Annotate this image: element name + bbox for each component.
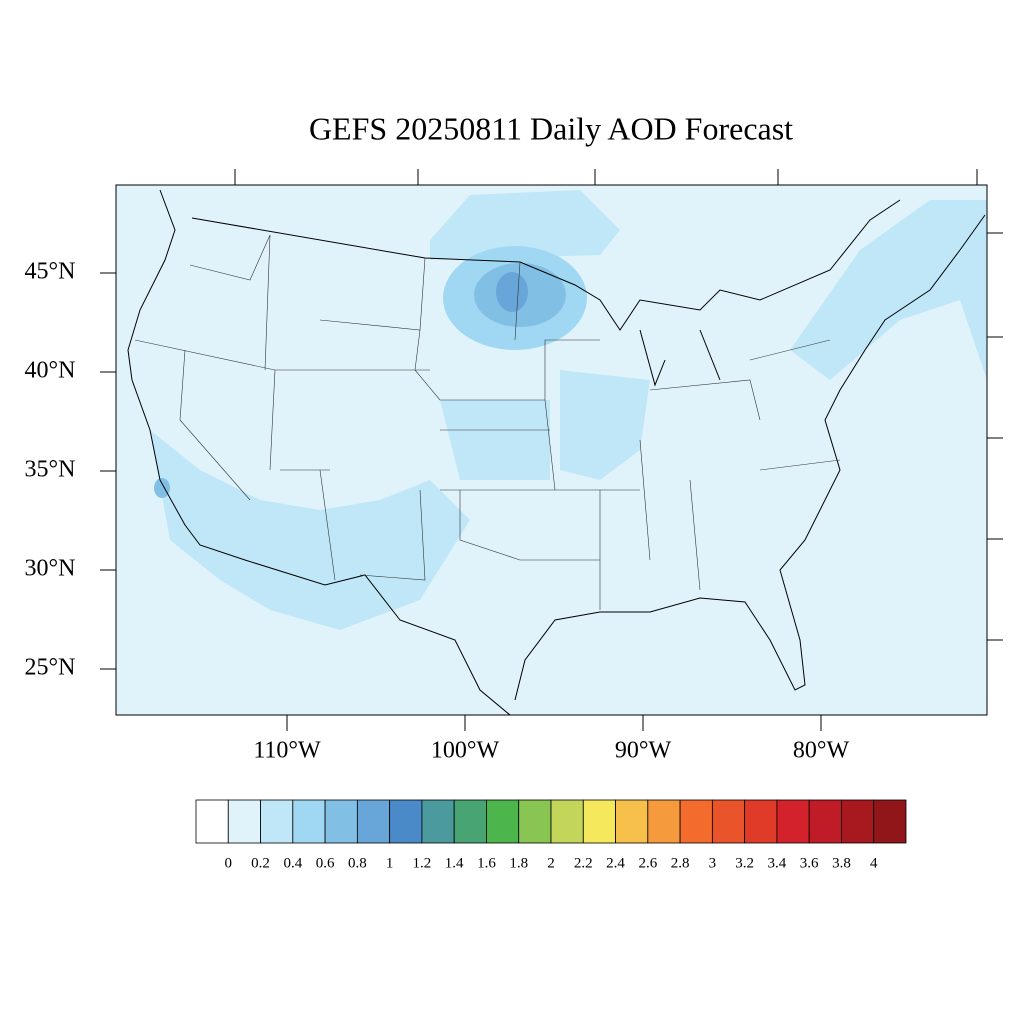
- colorbar-label: 2.4: [606, 855, 625, 871]
- map-frame: [115, 184, 988, 716]
- colorbar-label: 0.6: [316, 855, 335, 871]
- colorbar-box: [195, 799, 229, 844]
- colorbar-box: [744, 799, 778, 844]
- aod-region-high: [154, 478, 170, 498]
- colorbar-label: 4: [870, 855, 878, 871]
- colorbar-box: [550, 799, 584, 844]
- colorbar-box: [873, 799, 907, 844]
- lon-label: 100°W: [431, 738, 500, 764]
- lat-label: 30°N: [25, 556, 76, 582]
- colorbar-box: [486, 799, 520, 844]
- colorbar-label: 3: [709, 855, 717, 871]
- colorbar-box: [647, 799, 681, 844]
- colorbar-box: [389, 799, 423, 844]
- frame-ticks: [234, 169, 1003, 641]
- colorbar-box: [808, 799, 842, 844]
- colorbar-label: 3.4: [768, 855, 787, 871]
- colorbar-box: [453, 799, 487, 844]
- lat-label: 35°N: [25, 457, 76, 483]
- lon-label: 110°W: [253, 738, 321, 764]
- colorbar-box: [260, 799, 294, 844]
- colorbar-label: 2.2: [574, 855, 593, 871]
- state-boundaries: [134, 234, 841, 610]
- colorbar-box: [356, 799, 391, 844]
- lat-label: 40°N: [25, 358, 76, 384]
- lon-label: 90°W: [615, 738, 672, 764]
- aod-region-peak: [496, 272, 528, 312]
- colorbar-label: 3.8: [832, 855, 851, 871]
- colorbar-label: 1.6: [477, 855, 496, 871]
- lon-label: 80°W: [793, 738, 850, 764]
- map-area: [115, 169, 1003, 716]
- colorbar-box: [841, 799, 875, 844]
- colorbar-label: 2: [547, 855, 555, 871]
- colorbar-label: 0.8: [348, 855, 367, 871]
- colorbar-label: 1.4: [445, 855, 464, 871]
- colorbar-label: 0.4: [283, 855, 302, 871]
- coastline: [127, 189, 986, 716]
- colorbar-box: [711, 799, 746, 844]
- colorbar-label: 0: [225, 855, 233, 871]
- colorbar-box: [582, 799, 616, 844]
- colorbar-label: 1.2: [413, 855, 432, 871]
- colorbar-box: [679, 799, 713, 844]
- colorbar-label: 3.6: [800, 855, 819, 871]
- colorbar-box: [292, 799, 326, 844]
- colorbar-label: 3.2: [735, 855, 754, 871]
- colorbar-box: [227, 799, 261, 844]
- map-title: GEFS 20250811 Daily AOD Forecast: [309, 110, 793, 146]
- lat-label: 25°N: [25, 655, 76, 681]
- aod-region-low: [150, 190, 987, 630]
- colorbar-box: [615, 799, 649, 844]
- colorbar-label: 1.8: [509, 855, 528, 871]
- colorbar-label: 2.8: [671, 855, 690, 871]
- lat-label: 45°N: [25, 259, 76, 285]
- colorbar-box: [324, 799, 358, 844]
- colorbar-label: 1: [386, 855, 394, 871]
- colorbar-box: [518, 799, 552, 844]
- colorbar-label: 0.2: [251, 855, 270, 871]
- colorbar-box: [421, 799, 455, 844]
- colorbar: 0 0.2 0.4 0.6 0.8 1 1.2 1.4 1.6 1.8 2 2.2 2.4 2.6 2.8 3…: [195, 799, 907, 871]
- colorbar-box: [776, 799, 810, 844]
- colorbar-label: 2.6: [638, 855, 657, 871]
